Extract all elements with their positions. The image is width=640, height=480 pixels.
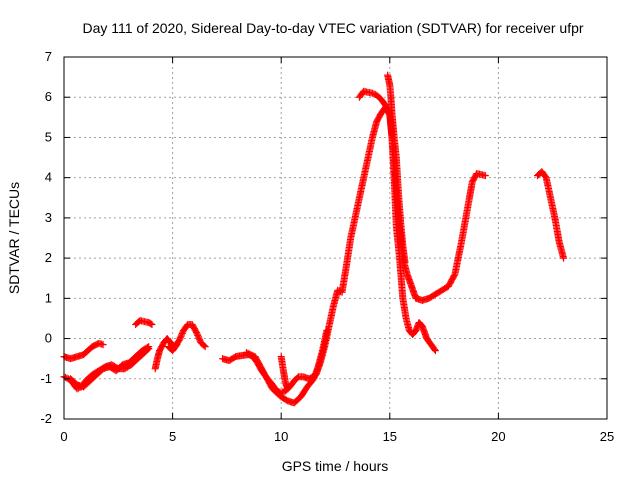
grid-layer: [64, 57, 607, 419]
series-track-f: [164, 341, 181, 355]
y-tick-label: 1: [45, 290, 52, 305]
data-point-marker: [147, 320, 155, 328]
x-tick-label: 20: [491, 429, 505, 444]
data-point-marker: [284, 385, 292, 393]
plot-frame: [63, 56, 608, 420]
series-track-d: [132, 316, 156, 328]
series-track-i: [277, 353, 292, 393]
data-point-marker: [145, 343, 153, 351]
data-point-marker: [431, 347, 439, 355]
series-track-c: [67, 343, 153, 391]
data-point-marker: [172, 342, 180, 350]
y-tick-label: 3: [45, 210, 52, 225]
series-track-a: [60, 339, 107, 363]
y-tick-label: -1: [40, 371, 52, 386]
series-track-j: [355, 87, 439, 355]
data-point-marker: [173, 341, 181, 349]
y-axis-title: SDTVAR / TECUs: [6, 182, 22, 294]
x-axis-title: GPS time / hours: [282, 458, 389, 474]
data-point-marker: [560, 254, 568, 262]
tick-layer: 0 5 10 15 20 25 -2 -1 0 1 2 3 4 5 6 7: [40, 49, 614, 444]
chart-title: Day 111 of 2020, Sidereal Day-to-day VTE…: [82, 20, 583, 36]
x-tick-label: 5: [169, 429, 176, 444]
y-tick-label: 6: [45, 89, 52, 104]
data-point-marker: [481, 172, 489, 180]
x-tick-label: 0: [60, 429, 67, 444]
series-track-e: [151, 320, 209, 373]
series-layer: [60, 71, 568, 407]
x-tick-label: 10: [274, 429, 288, 444]
y-tick-label: 4: [45, 170, 52, 185]
y-tick-label: 2: [45, 250, 52, 265]
y-tick-label: -2: [40, 411, 52, 426]
y-tick-label: 0: [45, 331, 52, 346]
x-tick-label: 25: [600, 429, 614, 444]
x-tick-label: 15: [383, 429, 397, 444]
data-point-marker: [201, 343, 209, 351]
data-point-marker: [200, 342, 208, 350]
series-track-k: [384, 71, 409, 266]
data-point-marker: [323, 327, 331, 335]
data-point-marker: [431, 345, 439, 353]
series-track-l: [533, 168, 568, 262]
data-point-marker: [401, 258, 409, 266]
data-point-marker: [148, 320, 156, 328]
series-track-h: [242, 327, 331, 407]
series-track-g: [219, 103, 489, 397]
y-tick-label: 5: [45, 129, 52, 144]
y-tick-label: 7: [45, 49, 52, 64]
data-point-marker: [143, 343, 151, 351]
data-point-marker: [99, 341, 107, 349]
